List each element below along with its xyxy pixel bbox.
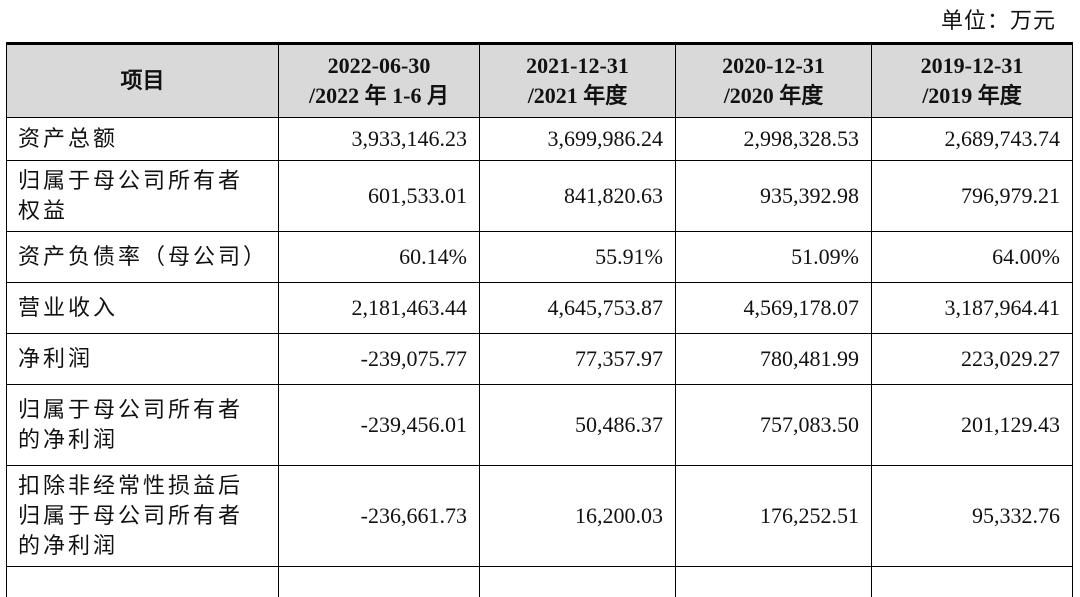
header-period-2021: 2021-12-31/2021 年度 [480, 44, 676, 118]
table-row-total-assets: 资产总额 3,933,146.23 3,699,986.24 2,998,328… [7, 118, 1073, 161]
row-label-line: 净利润 [18, 344, 272, 374]
table-cell: 3,187,964.41 [872, 283, 1073, 334]
table-cell-empty [480, 567, 676, 597]
header-period: /2022 年 1-6 月 [279, 81, 479, 111]
row-label-line: 资产总额 [18, 124, 272, 154]
table-row-parent-net-profit: 归属于母公司所有者的净利润 -239,456.01 50,486.37 757,… [7, 385, 1073, 466]
table-cell: 4,645,753.87 [480, 283, 676, 334]
table-row-adjusted-parent-net-profit: 扣除非经常性损益后归属于母公司所有者的净利润 -236,661.73 16,20… [7, 466, 1073, 567]
table-cell: 796,979.21 [872, 161, 1073, 232]
table-cell: -239,456.01 [279, 385, 480, 466]
table-cell: 223,029.27 [872, 334, 1073, 385]
table-row-cut-off [7, 567, 1073, 597]
row-label: 净利润 [7, 334, 279, 385]
header-row: 项目 2022-06-30/2022 年 1-6 月 2021-12-31/20… [7, 44, 1073, 118]
header-item-text: 项目 [120, 68, 164, 93]
table-cell: 935,392.98 [676, 161, 872, 232]
table-cell: 3,699,986.24 [480, 118, 676, 161]
table-cell-empty [676, 567, 872, 597]
table-cell-empty [7, 567, 279, 597]
table-row-net-profit: 净利润 -239,075.77 77,357.97 780,481.99 223… [7, 334, 1073, 385]
table-cell: 95,332.76 [872, 466, 1073, 567]
table-cell: 60.14% [279, 232, 480, 283]
table-cell: 601,533.01 [279, 161, 480, 232]
header-period-2022h1: 2022-06-30/2022 年 1-6 月 [279, 44, 480, 118]
row-label: 资产负债率（母公司） [7, 232, 279, 283]
table-cell: 3,933,146.23 [279, 118, 480, 161]
table-cell: 780,481.99 [676, 334, 872, 385]
table-cell-empty [279, 567, 480, 597]
header-date: 2019-12-31 [872, 51, 1072, 81]
table-header: 项目 2022-06-30/2022 年 1-6 月 2021-12-31/20… [7, 44, 1073, 118]
row-label-line: 权益 [18, 196, 272, 226]
table-cell: 841,820.63 [480, 161, 676, 232]
table-cell: 4,569,178.07 [676, 283, 872, 334]
table-cell: 176,252.51 [676, 466, 872, 567]
header-period: /2020 年度 [676, 81, 871, 111]
table-row-debt-ratio: 资产负债率（母公司） 60.14% 55.91% 51.09% 64.00% [7, 232, 1073, 283]
table-cell-empty [872, 567, 1073, 597]
row-label-line: 营业收入 [18, 293, 272, 323]
table-cell: 201,129.43 [872, 385, 1073, 466]
header-period: /2021 年度 [480, 81, 675, 111]
row-label: 归属于母公司所有者的净利润 [7, 385, 279, 466]
row-label-line: 归属于母公司所有者 [18, 501, 272, 531]
header-period-2020: 2020-12-31/2020 年度 [676, 44, 872, 118]
table-row-parent-equity: 归属于母公司所有者权益 601,533.01 841,820.63 935,39… [7, 161, 1073, 232]
table-cell: 16,200.03 [480, 466, 676, 567]
header-date: 2022-06-30 [279, 51, 479, 81]
table-cell: 2,998,328.53 [676, 118, 872, 161]
table-cell: 2,181,463.44 [279, 283, 480, 334]
row-label: 资产总额 [7, 118, 279, 161]
row-label: 扣除非经常性损益后归属于母公司所有者的净利润 [7, 466, 279, 567]
table-cell: 64.00% [872, 232, 1073, 283]
table-cell: -239,075.77 [279, 334, 480, 385]
row-label: 营业收入 [7, 283, 279, 334]
table-cell: 51.09% [676, 232, 872, 283]
row-label-line: 资产负债率（母公司） [18, 242, 272, 272]
header-date: 2020-12-31 [676, 51, 871, 81]
table-cell: 77,357.97 [480, 334, 676, 385]
header-date: 2021-12-31 [480, 51, 675, 81]
header-period-2019: 2019-12-31/2019 年度 [872, 44, 1073, 118]
table-row-revenue: 营业收入 2,181,463.44 4,645,753.87 4,569,178… [7, 283, 1073, 334]
table-cell: 50,486.37 [480, 385, 676, 466]
table-cell: 2,689,743.74 [872, 118, 1073, 161]
table-cell: -236,661.73 [279, 466, 480, 567]
row-label-line: 归属于母公司所有者 [18, 395, 272, 425]
table-body: 资产总额 3,933,146.23 3,699,986.24 2,998,328… [7, 118, 1073, 597]
financial-summary-table: 项目 2022-06-30/2022 年 1-6 月 2021-12-31/20… [6, 42, 1073, 597]
row-label-line: 的净利润 [18, 425, 272, 455]
table-cell: 757,083.50 [676, 385, 872, 466]
header-period: /2019 年度 [872, 81, 1072, 111]
unit-label: 单位：万元 [941, 6, 1056, 36]
header-item: 项目 [7, 44, 279, 118]
row-label-line: 扣除非经常性损益后 [18, 471, 272, 501]
table-cell: 55.91% [480, 232, 676, 283]
row-label-line: 归属于母公司所有者 [18, 166, 272, 196]
row-label-line: 的净利润 [18, 531, 272, 561]
row-label: 归属于母公司所有者权益 [7, 161, 279, 232]
